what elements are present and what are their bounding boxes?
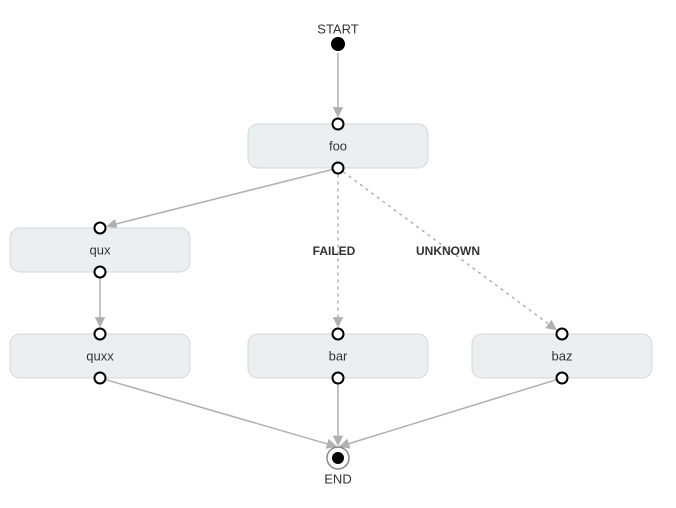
port-in-quxx: [95, 329, 106, 340]
node-label-foo: foo: [329, 138, 347, 153]
port-in-qux: [95, 223, 106, 234]
end-label: END: [324, 471, 351, 486]
port-in-foo: [333, 119, 344, 130]
edge-label-foo-baz: UNKNOWN: [416, 244, 480, 258]
edge-foo-qux: [108, 170, 331, 226]
node-label-bar: bar: [329, 348, 348, 363]
port-in-bar: [333, 329, 344, 340]
flowchart-canvas: foo qux quxx bar baz START END FAILED UNKNOWN: [0, 0, 676, 508]
edge-label-foo-bar: FAILED: [313, 244, 356, 258]
port-out-quxx: [95, 373, 106, 384]
port-out-baz: [557, 373, 568, 384]
edge-quxx-end: [106, 380, 335, 446]
node-label-baz: baz: [552, 348, 573, 363]
port-in-baz: [557, 329, 568, 340]
port-out-qux: [95, 267, 106, 278]
node-label-quxx: quxx: [86, 348, 114, 363]
start-node: [331, 37, 345, 51]
end-node: [332, 452, 344, 464]
node-label-qux: qux: [90, 242, 111, 257]
port-out-foo: [333, 163, 344, 174]
port-out-bar: [333, 373, 344, 384]
start-label: START: [317, 21, 358, 36]
edge-baz-end: [341, 380, 556, 446]
